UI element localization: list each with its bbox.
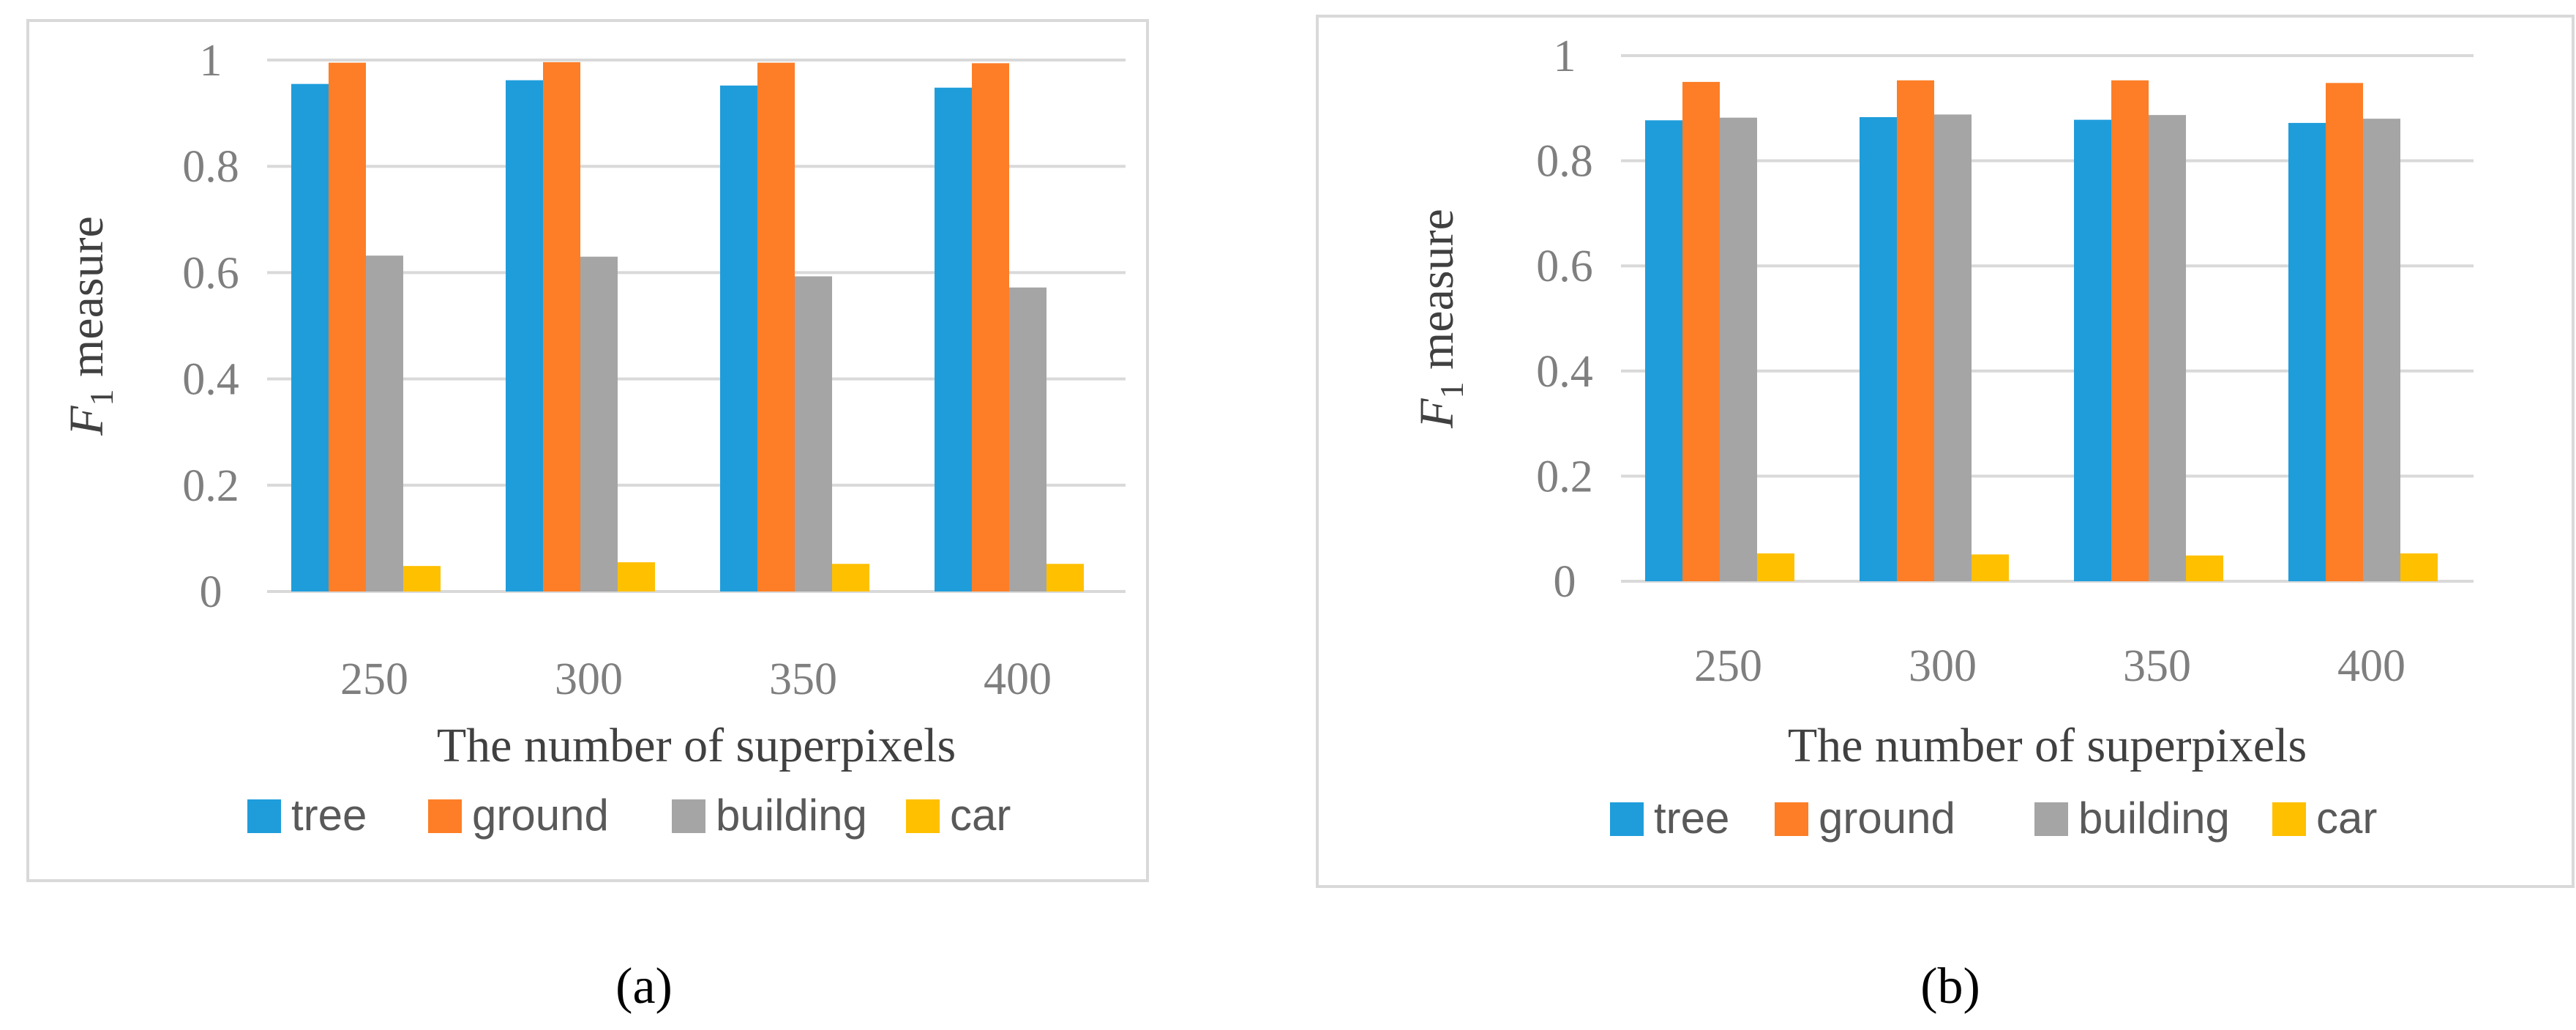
bar-tree-250: [291, 83, 329, 592]
legend-label-tree: tree: [291, 791, 367, 840]
bar-building-400: [2363, 119, 2400, 581]
legend-label-building: building: [716, 791, 867, 840]
bar-car-300: [618, 562, 655, 591]
legend-swatch-ground: [1775, 802, 1808, 836]
y-tick-label: 0.8: [1536, 137, 1593, 187]
legend-label-car: car: [2316, 794, 2377, 843]
x-axis-title: The number of superpixels: [437, 719, 956, 772]
bar-building-300: [1934, 114, 1972, 581]
bar-ground-300: [543, 61, 580, 592]
y-axis-title: F1 measure: [60, 216, 120, 436]
x-tick-label: 250: [1694, 641, 1762, 691]
panel-caption: (b): [1920, 958, 1980, 1015]
x-tick-label: 400: [984, 654, 1052, 704]
bar-tree-350: [2074, 119, 2111, 581]
y-tick-label: 0: [1554, 557, 1576, 607]
x-tick-label: 250: [340, 654, 408, 704]
y-axis-title-base: F: [1410, 398, 1464, 429]
x-tick-label: 350: [769, 654, 837, 704]
bar-car-250: [403, 566, 441, 591]
bar-ground-400: [2326, 83, 2363, 581]
bar-ground-300: [1897, 80, 1934, 582]
x-axis-title: The number of superpixels: [1788, 719, 2307, 772]
bar-building-250: [1720, 117, 1757, 581]
legend: tree ground building car: [247, 791, 1011, 840]
y-axis-title-subscript: 1: [83, 389, 120, 406]
legend-swatch-ground: [428, 799, 462, 833]
legend-label-ground: ground: [1819, 794, 1955, 843]
legend-label-ground: ground: [472, 791, 609, 840]
bar-tree-350: [720, 85, 757, 591]
bar-tree-400: [935, 87, 972, 591]
x-tick-label: 400: [2337, 641, 2405, 691]
bar-building-300: [580, 256, 618, 591]
bar-car-400: [2400, 553, 2438, 581]
panel-caption: (a): [615, 958, 673, 1015]
legend-label-tree: tree: [1654, 794, 1729, 843]
y-tick-label: 0: [200, 567, 222, 617]
y-tick-label: 0.8: [182, 142, 239, 192]
y-tick-label: 0.2: [1536, 452, 1593, 501]
y-tick-label: 1: [1554, 31, 1576, 81]
y-tick-label: 1: [200, 36, 222, 86]
bar-tree-400: [2288, 122, 2326, 582]
y-axis-title-subscript: 1: [1433, 382, 1470, 399]
bar-building-400: [1009, 287, 1046, 591]
bar-tree-300: [506, 80, 543, 591]
bar-car-250: [1757, 553, 1794, 581]
bar-ground-400: [972, 63, 1009, 591]
bar-car-350: [2186, 555, 2223, 581]
x-tick-label: 300: [1909, 641, 1977, 691]
chart-panel-a: 0 0.2 0.4 0.6 0.8 1 250 300 350 400 The number of …: [26, 19, 1149, 882]
bar-ground-350: [757, 62, 795, 591]
legend-swatch-car: [906, 799, 940, 833]
y-axis-title-base: F: [60, 406, 113, 436]
bar-ground-250: [329, 62, 366, 591]
legend-label-building: building: [2078, 794, 2230, 843]
legend-swatch-tree: [247, 799, 281, 833]
bar-tree-300: [1860, 117, 1897, 582]
bar-car-400: [1046, 564, 1084, 591]
y-tick-label: 0.6: [182, 248, 239, 298]
x-tick-label: 300: [555, 654, 623, 704]
bar-ground-250: [1682, 81, 1720, 581]
legend-swatch-building: [2034, 802, 2068, 836]
y-axis-title: F1 measure: [1410, 209, 1470, 429]
x-tick-label: 350: [2123, 641, 2191, 691]
chart-panel-b: 0 0.2 0.4 0.6 0.8 1 250 300 350 400 The number of …: [1316, 15, 2575, 888]
bar-building-350: [795, 276, 832, 591]
legend: tree ground building car: [1610, 794, 2377, 843]
legend-label-car: car: [950, 791, 1011, 840]
bar-ground-350: [2111, 80, 2149, 582]
y-tick-label: 0.6: [1536, 242, 1593, 291]
y-tick-label: 0.4: [182, 355, 239, 405]
legend-swatch-building: [672, 799, 705, 833]
bar-car-300: [1972, 554, 2009, 581]
bar-car-350: [832, 564, 869, 591]
legend-swatch-car: [2272, 802, 2306, 836]
bar-building-250: [366, 255, 403, 591]
bar-tree-250: [1645, 120, 1682, 582]
y-axis-title-rest: measure: [60, 216, 113, 389]
y-tick-label: 0.4: [1536, 347, 1593, 397]
y-axis-title-rest: measure: [1410, 209, 1464, 381]
legend-swatch-tree: [1610, 802, 1644, 836]
y-tick-label: 0.2: [182, 461, 239, 511]
bar-building-350: [2149, 115, 2186, 581]
